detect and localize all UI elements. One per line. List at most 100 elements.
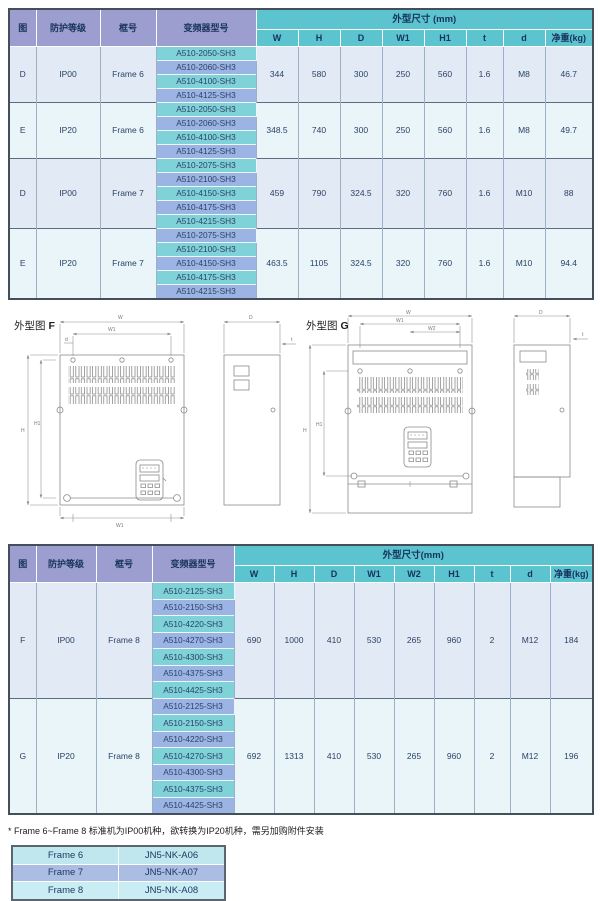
- protection-cell: IP00: [35, 158, 101, 229]
- value-cell: M10: [502, 228, 546, 299]
- frame-cell: Frame 7: [99, 158, 157, 229]
- value-cell: 1.6: [465, 46, 504, 103]
- value-cell: 348.5: [255, 102, 299, 159]
- value-cell: 1.6: [465, 158, 504, 229]
- left-header-2: 框号: [99, 8, 157, 47]
- model-cell: A510-4375-SH3: [151, 780, 235, 798]
- value-cell: 560: [423, 46, 467, 103]
- model-cell: A510-4375-SH3: [151, 664, 235, 682]
- drawing-f-letter: F: [48, 320, 55, 332]
- model-cell: A510-2050-SH3: [155, 46, 257, 61]
- value-cell: 463.5: [255, 228, 299, 299]
- g-dim-depth: D: [539, 310, 543, 316]
- dim-column-header: H: [297, 29, 341, 47]
- value-cell: 49.7: [544, 102, 594, 159]
- g-side-vent1: [526, 369, 539, 380]
- value-cell: 580: [297, 46, 341, 103]
- value-cell: 1313: [273, 697, 315, 814]
- left-header-1: 防护等级: [35, 8, 101, 47]
- model-cell: A510-4150-SH3: [155, 186, 257, 201]
- outline-drawings: W W1 d W1: [8, 310, 592, 536]
- protection-cell: IP00: [35, 46, 101, 103]
- value-cell: 250: [381, 46, 425, 103]
- value-cell: 760: [423, 228, 467, 299]
- drawing-g-canvas: W W1 W2: [303, 310, 588, 514]
- model-cell: A510-2100-SH3: [155, 172, 257, 187]
- dim-column-header: 净重(kg): [544, 29, 594, 47]
- accessory-row: Frame 6 JN5-NK-A06: [11, 845, 226, 865]
- value-cell: 94.4: [544, 228, 594, 299]
- value-cell: 1105: [297, 228, 341, 299]
- drawing-g-title: 外型图: [306, 320, 338, 332]
- g-front-body: [347, 344, 473, 514]
- frame-cell: Frame 6: [99, 46, 157, 103]
- figure-cell: G: [8, 697, 37, 814]
- model-cell: A510-4100-SH3: [155, 130, 257, 145]
- g-dim-h: H: [303, 428, 307, 434]
- value-cell: 459: [255, 158, 299, 229]
- f-dim-h: H: [21, 428, 25, 434]
- g-vent-slats-row2: [357, 397, 463, 413]
- value-cell: 740: [297, 102, 341, 159]
- model-cell: A510-4125-SH3: [155, 88, 257, 103]
- dim-column-header: H1: [433, 565, 475, 583]
- f-dim-d-hole: d: [65, 337, 68, 343]
- outline-drawing-g: W W1 W2: [300, 310, 592, 536]
- drawing-f-label: 外型图 F: [14, 318, 55, 333]
- f-dim-h1: H1: [34, 421, 41, 427]
- accessory-frame-cell: Frame 6: [11, 845, 119, 865]
- value-cell: 960: [433, 582, 475, 698]
- accessory-part-cell: JN5-NK-A06: [118, 845, 226, 865]
- dim-column-header: W: [233, 565, 275, 583]
- accessory-frame-cell: Frame 8: [11, 881, 119, 900]
- f-side-body: [223, 354, 281, 506]
- dim-column-header: W1: [353, 565, 395, 583]
- frame-cell: Frame 8: [95, 582, 153, 698]
- model-cell: A510-2060-SH3: [155, 60, 257, 75]
- dim-column-header: W: [255, 29, 299, 47]
- drawing-g-label: 外型图 G: [306, 318, 349, 333]
- model-cell: A510-4220-SH3: [151, 730, 235, 748]
- frame-cell: Frame 8: [95, 697, 153, 814]
- value-cell: 1.6: [465, 228, 504, 299]
- protection-cell: IP20: [35, 228, 101, 299]
- f-front-body: [59, 354, 185, 506]
- value-cell: 1000: [273, 582, 315, 698]
- model-cell: A510-4425-SH3: [151, 681, 235, 699]
- dim-band-header: 外型尺寸(mm): [233, 544, 594, 566]
- accessory-part-cell: JN5-NK-A08: [118, 881, 226, 900]
- figure-cell: D: [8, 158, 37, 229]
- value-cell: 530: [353, 697, 395, 814]
- model-cell: A510-4150-SH3: [155, 256, 257, 271]
- accessory-frame-cell: Frame 7: [11, 863, 119, 882]
- g-vent-slats-row1: [357, 377, 463, 393]
- value-cell: 410: [313, 582, 355, 698]
- left-header-0: 图: [8, 544, 37, 583]
- dimensions-table-frame8: 图防护等级 框号 变频器型号 外型尺寸(mm) W H D W1 W2 H1 t d 净重(kg) F IP…: [8, 544, 595, 815]
- model-cell: A510-4215-SH3: [155, 214, 257, 229]
- model-cell: A510-2150-SH3: [151, 714, 235, 732]
- model-cell: A510-4300-SH3: [151, 763, 235, 781]
- value-cell: 320: [381, 158, 425, 229]
- dim-column-header: D: [313, 565, 355, 583]
- model-cell: A510-4175-SH3: [155, 200, 257, 215]
- value-cell: 300: [339, 46, 383, 103]
- model-cell: A510-4215-SH3: [155, 284, 257, 300]
- f-vent-slats-row2: [68, 387, 176, 404]
- model-cell: A510-2125-SH3: [151, 582, 235, 600]
- model-cell: A510-2075-SH3: [155, 158, 257, 173]
- value-cell: 184: [549, 582, 594, 698]
- value-cell: 760: [423, 158, 467, 229]
- g-side-vent2: [526, 384, 539, 395]
- value-cell: 410: [313, 697, 355, 814]
- value-cell: 690: [233, 582, 275, 698]
- model-cell: A510-2050-SH3: [155, 102, 257, 117]
- value-cell: 265: [393, 697, 435, 814]
- value-cell: 1.6: [465, 102, 504, 159]
- model-cell: A510-4270-SH3: [151, 747, 235, 765]
- accessory-part-cell: JN5-NK-A07: [118, 863, 226, 882]
- g-dim-w: W: [406, 310, 411, 316]
- figure-cell: E: [8, 228, 37, 299]
- left-header-0: 图: [8, 8, 37, 47]
- model-cell: A510-2125-SH3: [151, 697, 235, 715]
